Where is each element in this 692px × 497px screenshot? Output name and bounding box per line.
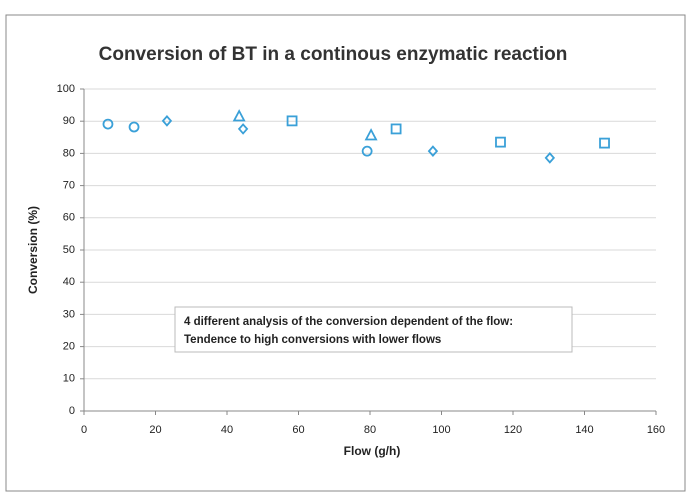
point	[427, 145, 439, 158]
annotation-box	[174, 306, 573, 353]
point	[128, 121, 140, 133]
annotation-line: 4 different analysis of the conversion d…	[184, 316, 513, 328]
x-tick-label: 80	[364, 424, 376, 436]
y-tick-label: 60	[63, 212, 75, 224]
y-tick-label: 100	[57, 83, 75, 95]
x-tick-label: 160	[647, 424, 665, 436]
y-tick-label: 0	[69, 405, 75, 417]
point	[361, 145, 373, 157]
chart-frame	[5, 14, 686, 492]
x-tick-label: 60	[292, 424, 304, 436]
y-tick-label: 90	[63, 115, 75, 127]
chart-title: Conversion of BT in a continous enzymati…	[99, 44, 568, 65]
point	[237, 123, 249, 135]
point	[161, 115, 173, 127]
x-tick-label: 0	[81, 424, 87, 436]
x-tick-label: 120	[504, 424, 522, 436]
y-axis-title: Conversion (%)	[26, 206, 40, 294]
y-tick-label: 10	[63, 373, 75, 385]
point	[599, 137, 610, 149]
point	[286, 115, 298, 127]
y-tick-label: 20	[63, 341, 75, 353]
point	[544, 152, 556, 164]
y-tick-label: 30	[63, 308, 75, 320]
point	[102, 118, 114, 130]
x-tick-label: 40	[221, 424, 233, 436]
annotation-line: Tendence to high conversions with lower …	[184, 334, 441, 346]
y-tick-label: 40	[63, 276, 75, 288]
x-tick-label: 20	[149, 424, 161, 436]
point	[364, 128, 378, 141]
x-tick-label: 100	[432, 424, 450, 436]
point	[232, 109, 246, 122]
x-tick-label: 140	[575, 424, 593, 436]
x-axis-title: Flow (g/h)	[344, 444, 401, 458]
y-tick-label: 80	[63, 147, 75, 159]
y-tick-label: 50	[63, 244, 75, 256]
point	[495, 136, 506, 148]
y-tick-label: 70	[63, 180, 75, 192]
point	[390, 123, 402, 135]
plot-area: 0 10 20 30 40 50 60 70 80 90 100 0 20 40 60 80 100 120 140…	[57, 83, 666, 436]
